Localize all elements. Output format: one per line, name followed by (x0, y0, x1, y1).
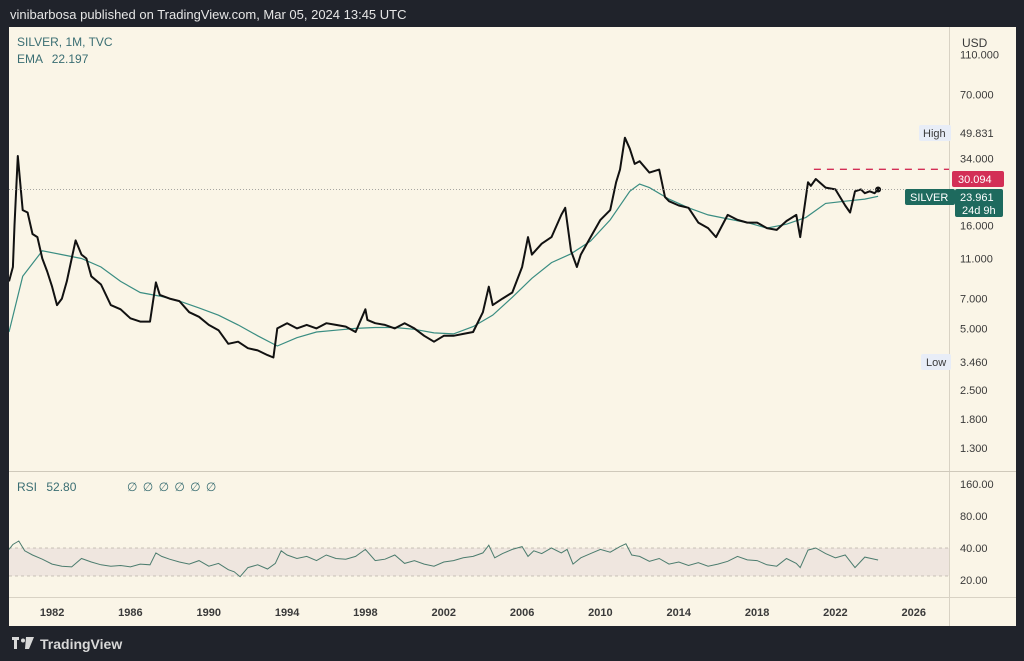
publisher-line: vinibarbosa published on TradingView.com… (10, 7, 407, 22)
last-price-badge (955, 189, 1003, 217)
rsi-legend-value: 52.80 (46, 480, 76, 494)
price-tick-label: 5.000 (960, 323, 988, 335)
price-tick-label: 11.000 (960, 254, 993, 266)
time-tick-label: 1990 (197, 607, 221, 619)
high-label: High (923, 128, 946, 140)
ema-legend: EMA 22.197 (17, 52, 89, 66)
time-tick-label: 2010 (588, 607, 612, 619)
last-price-value: 23.961 (960, 192, 994, 204)
resistance-price-value: 30.094 (958, 174, 992, 186)
rsi-tick-label: 160.00 (960, 479, 994, 491)
rsi-legend-label: RSI (17, 480, 37, 494)
currency-label[interactable]: USD (962, 36, 988, 50)
price-tick-label: 1.800 (960, 414, 988, 426)
chart-canvas[interactable]: SILVER, 1M, TVC EMA 22.197 USD 110.000 70… (9, 27, 1016, 626)
rsi-null-markers: ∅ ∅ ∅ ∅ ∅ ∅ (127, 480, 217, 494)
tradingview-logo-icon (12, 637, 34, 649)
ema-legend-value: 22.197 (52, 52, 89, 66)
price-tick-label: 2.500 (960, 385, 988, 397)
time-tick-label: 2002 (432, 607, 456, 619)
low-label: Low (926, 357, 946, 369)
resistance-price-badge (952, 171, 1004, 187)
time-tick-label: 2026 (902, 607, 926, 619)
bar-countdown: 24d 9h (962, 205, 996, 217)
time-tick-label: 1986 (118, 607, 142, 619)
time-tick-label: 1994 (275, 607, 300, 619)
high-value: 49.831 (960, 128, 994, 140)
symbol-legend: SILVER, 1M, TVC (17, 35, 113, 49)
symbol-badge (905, 189, 955, 205)
footer-brand-label: TradingView (40, 636, 123, 652)
footer-brand[interactable]: TradingView (12, 636, 122, 652)
time-tick-label: 1998 (353, 607, 377, 619)
last-price-dot (875, 186, 882, 193)
rsi-tick-label: 80.00 (960, 511, 988, 523)
time-tick-label: 1982 (40, 607, 64, 619)
price-tick-label: 7.000 (960, 294, 988, 306)
silver-price-line[interactable] (9, 136, 879, 359)
rsi-series-line (9, 540, 879, 578)
high-label-bg (919, 125, 951, 141)
time-tick-label: 2014 (667, 607, 692, 619)
time-tick-label: 2022 (823, 607, 847, 619)
low-value: 3.460 (960, 357, 988, 369)
rsi-legend: RSI 52.80 (17, 480, 77, 494)
rsi-band (9, 548, 949, 576)
chart-panel[interactable]: SILVER, 1M, TVC EMA 22.197 USD 110.000 70… (9, 27, 1016, 626)
price-tick-label: 70.000 (960, 90, 994, 102)
price-axis-ticks: 110.000 70.000 34.000 16.000 11.000 7.000 5.00… (960, 50, 999, 455)
symbol-badge-label: SILVER (910, 192, 948, 204)
ema-legend-label: EMA (17, 52, 43, 66)
time-axis-ticks: 1982 1986 1990 1994 1998 2002 2006 2010 2014 2018… (40, 607, 926, 619)
price-tick-label: 110.000 (960, 50, 999, 62)
low-label-bg (921, 354, 951, 370)
rsi-axis-ticks: 160.00 80.00 40.00 20.00 (960, 479, 994, 587)
price-tick-label: 34.000 (960, 154, 994, 166)
rsi-tick-label: 20.00 (960, 575, 988, 587)
time-tick-label: 2018 (745, 607, 769, 619)
time-tick-label: 2006 (510, 607, 534, 619)
rsi-tick-label: 40.00 (960, 543, 988, 555)
price-tick-label: 16.000 (960, 220, 994, 232)
price-tick-label: 1.300 (960, 443, 988, 455)
